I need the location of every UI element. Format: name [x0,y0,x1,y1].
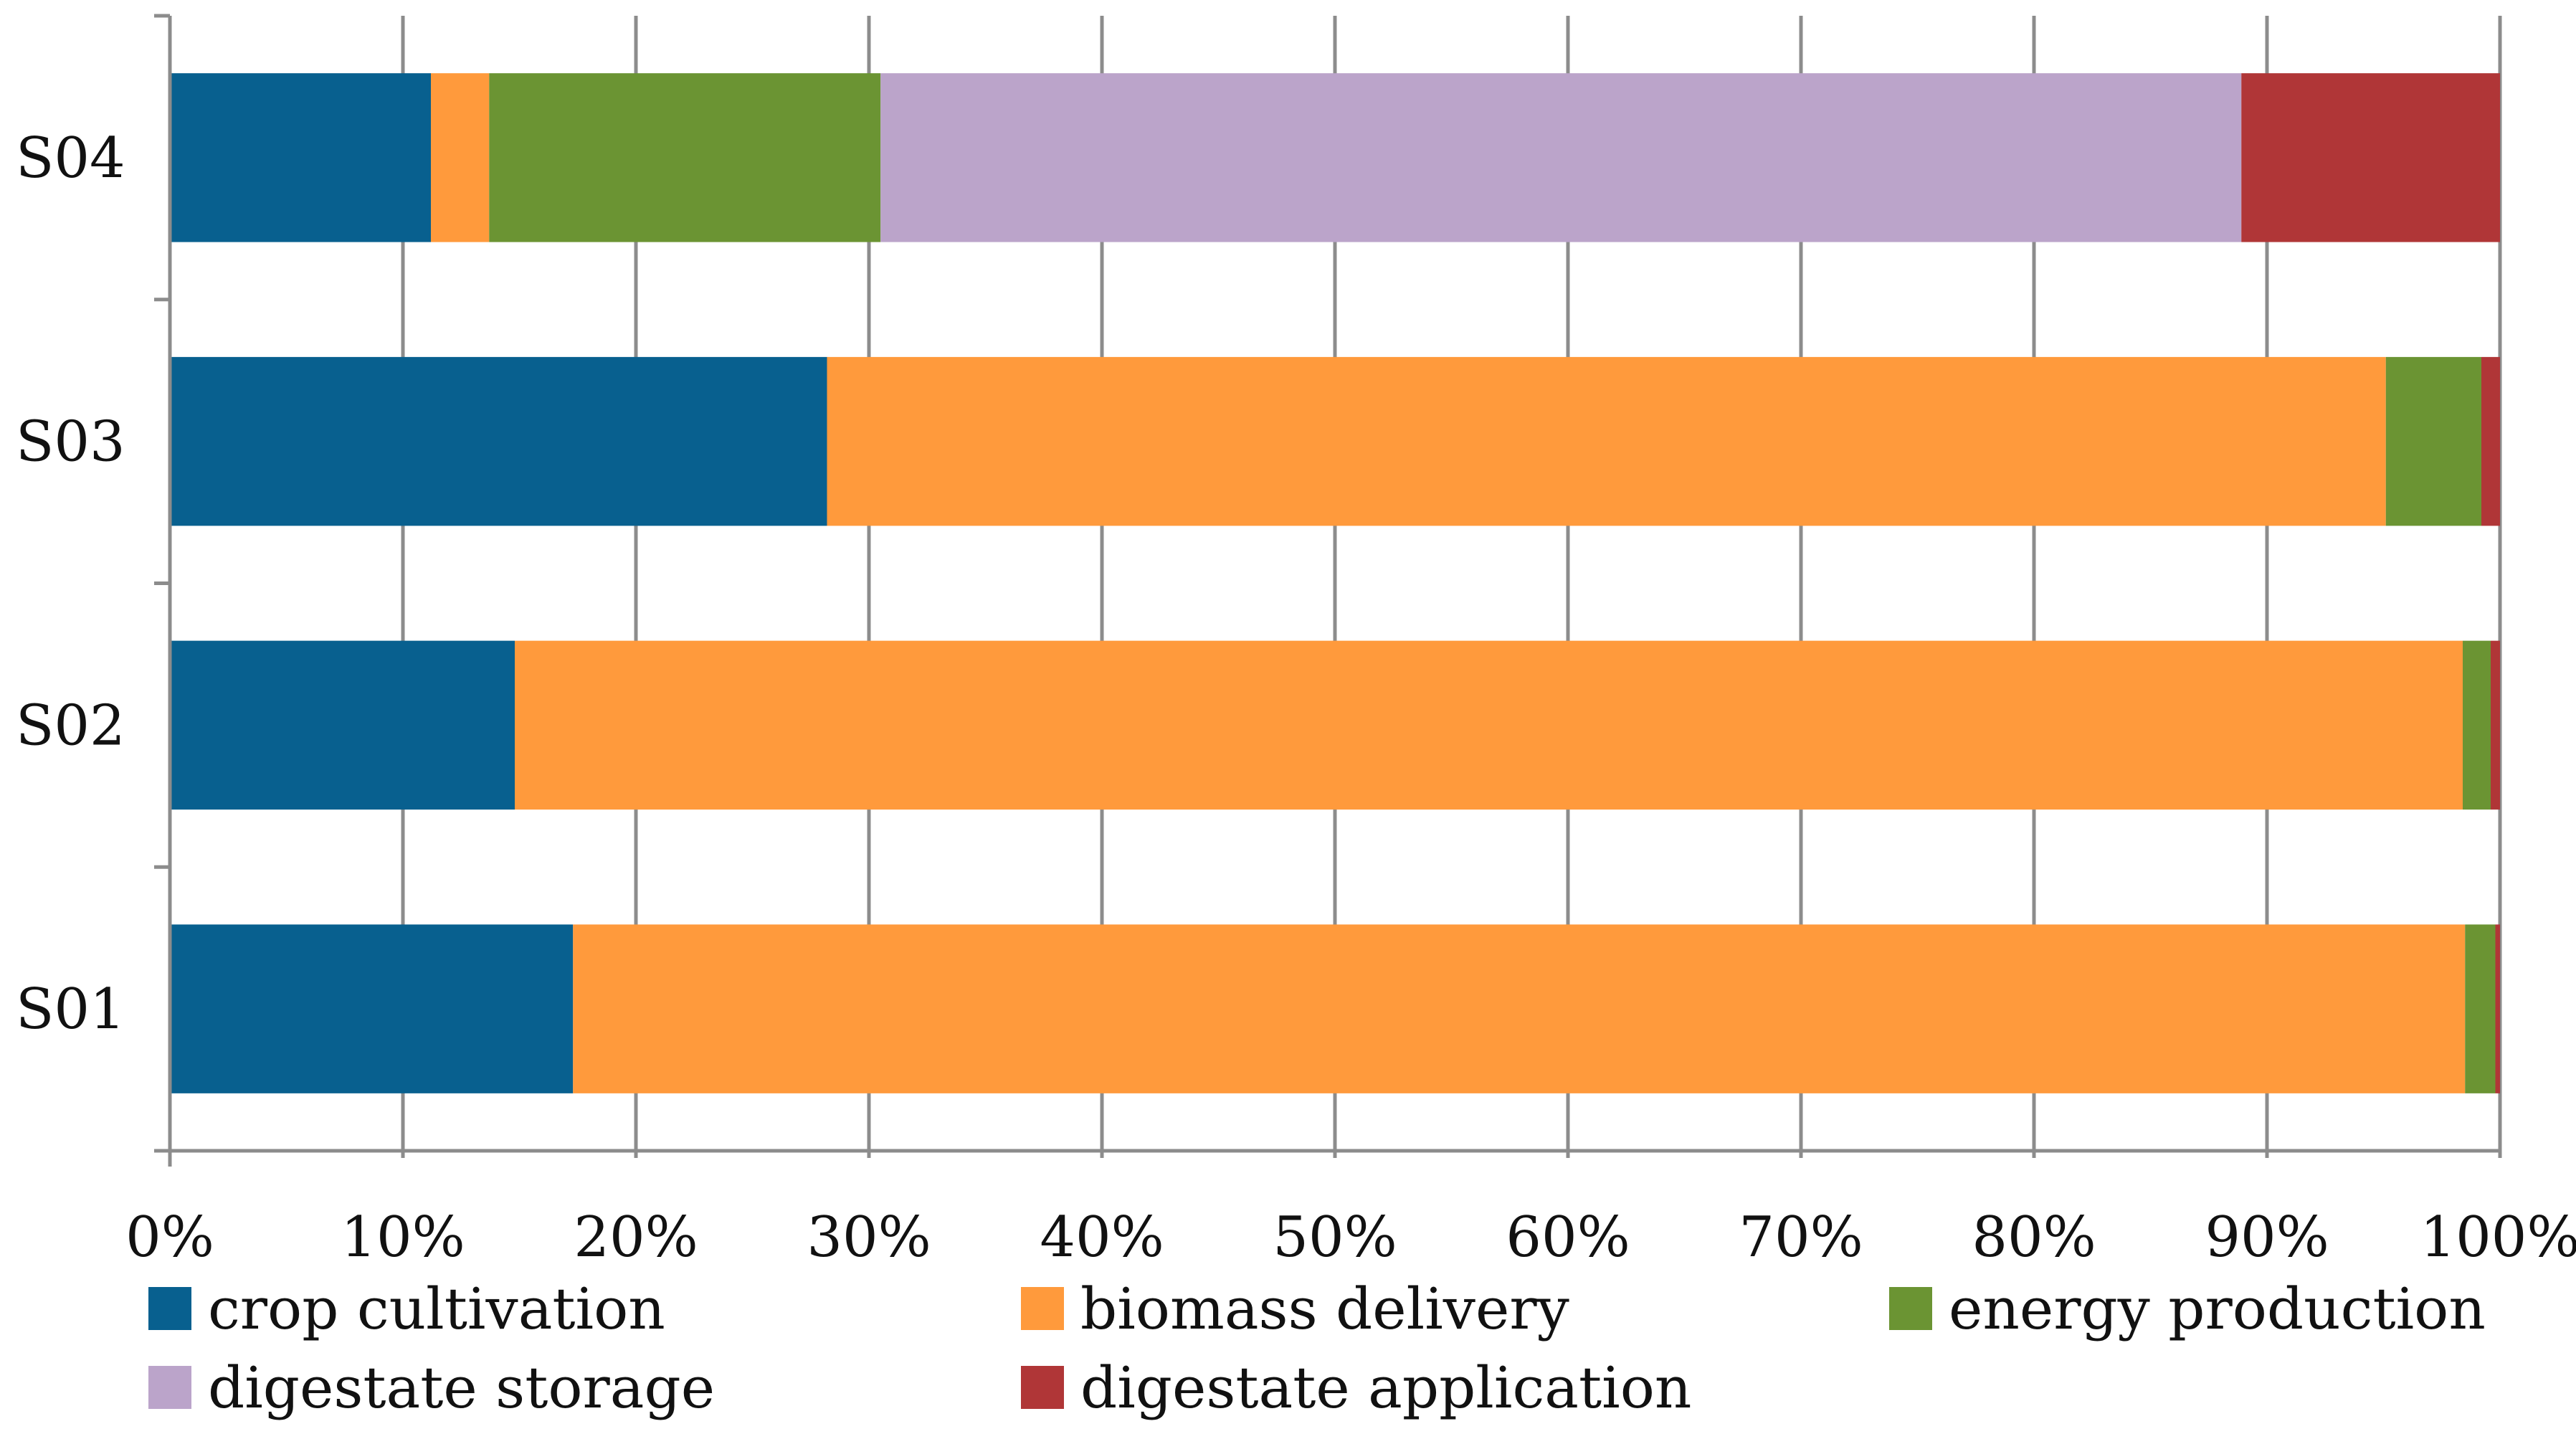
bar-s03-digestate-application [2481,356,2500,526]
x-tick-labels: 0% 10% 20% 30% 40% 50% 60% 70% 80% 90% 100% [125,1205,2576,1270]
x-tick-label: 30% [807,1205,931,1270]
bar-s03-energy-production [2385,356,2481,526]
bar-s02-crop-cultivation [170,640,515,810]
category-labels: S01 S02 S03 S04 [16,126,125,1042]
legend-label: biomass delivery [1080,1276,1569,1342]
x-tick-label: 100% [2420,1205,2576,1270]
x-tick-label: 50% [1273,1205,1397,1270]
category-label: S01 [16,977,125,1042]
bar-s04-biomass-delivery [431,73,490,242]
legend: crop cultivation biomass delivery energy p… [148,1276,2486,1421]
legend-swatch-biomass-delivery [1021,1287,1064,1330]
legend-label: digestate storage [208,1354,715,1421]
bar-s02-energy-production [2463,640,2491,810]
legend-label: energy production [1949,1276,2486,1342]
legend-swatch-energy-production [1889,1287,1932,1330]
bar-s01-digestate-application [2495,924,2500,1093]
bar-s01-crop-cultivation [170,924,574,1093]
bar-s04-digestate-storage [880,73,2242,242]
bars [170,73,2500,1093]
x-tick-label: 80% [1972,1205,2096,1270]
bar-s04-crop-cultivation [170,73,431,242]
x-tick-label: 0% [125,1205,214,1270]
bar-s02-biomass-delivery [515,640,2463,810]
bar-s04-digestate-application [2241,73,2500,242]
legend-swatch-digestate-application [1021,1366,1064,1409]
bar-s03-crop-cultivation [170,356,827,526]
legend-label: digestate application [1080,1354,1691,1421]
bar-s01-energy-production [2465,924,2496,1093]
bar-s01-biomass-delivery [573,924,2466,1093]
legend-label: crop cultivation [208,1276,665,1342]
category-label: S03 [16,410,125,475]
x-tick-label: 40% [1040,1205,1164,1270]
bar-s02-digestate-application [2491,640,2500,810]
bar-s04-energy-production [489,73,881,242]
bar-s03-biomass-delivery [827,356,2386,526]
legend-swatch-digestate-storage [148,1366,191,1409]
x-tick-label: 60% [1506,1205,1630,1270]
x-tick-label: 10% [341,1205,465,1270]
x-tick-label: 90% [2205,1205,2329,1270]
category-label: S04 [16,126,125,191]
axes [154,14,2500,1167]
x-tick-label: 20% [574,1205,698,1270]
legend-swatch-crop-cultivation [148,1287,191,1330]
category-label: S02 [16,693,125,758]
x-tick-label: 70% [1739,1205,1863,1270]
